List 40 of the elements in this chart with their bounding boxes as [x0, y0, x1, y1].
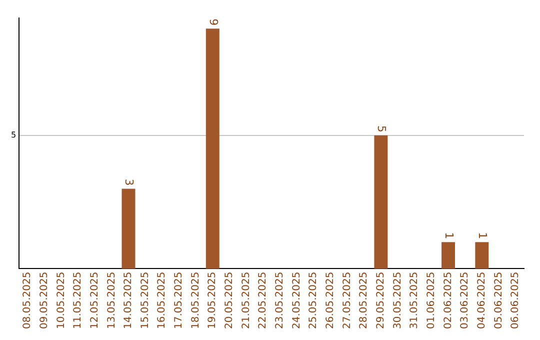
data-label: 9	[206, 18, 220, 26]
x-tick-label: 27.05.2025	[342, 272, 353, 330]
x-tick-label: 26.05.2025	[325, 272, 336, 330]
x-tick-label: 06.06.2025	[510, 272, 522, 330]
data-label: 5	[375, 125, 388, 132]
x-tick-label: 03.06.2025	[460, 272, 471, 330]
x-tick-label: 16.05.2025	[156, 272, 168, 330]
bar	[374, 135, 388, 269]
bar	[206, 28, 220, 269]
x-tick-label: 10.05.2025	[56, 272, 67, 330]
x-tick-label: 17.05.2025	[174, 272, 185, 330]
data-label: 1	[442, 232, 456, 240]
x-tick-label: 18.05.2025	[190, 272, 202, 330]
x-tick-label: 11.05.2025	[72, 272, 84, 330]
x-tick-label: 28.05.2025	[358, 272, 370, 330]
x-tick-label: 14.05.2025	[123, 272, 134, 330]
x-tick-label: 02.06.2025	[442, 272, 454, 330]
x-tick-label: 30.05.2025	[392, 272, 404, 330]
x-tick-label: 05.06.2025	[493, 272, 504, 330]
x-tick-label: 29.05.2025	[376, 272, 387, 330]
x-tick-label: 20.05.2025	[224, 272, 236, 330]
x-tick-label: 08.05.2025	[22, 272, 34, 330]
x-tick-label: 24.05.2025	[291, 272, 302, 330]
bar	[442, 242, 455, 269]
x-tick-label: 21.05.2025	[240, 272, 252, 330]
x-tick-label: 31.05.2025	[409, 272, 420, 330]
x-tick-label: 09.05.2025	[38, 272, 50, 330]
x-tick-label: 15.05.2025	[140, 272, 151, 330]
data-label: 1	[476, 232, 490, 240]
x-tick-label: 04.06.2025	[476, 272, 488, 330]
x-tick-label: 12.05.2025	[89, 272, 100, 330]
x-tick-label: 22.05.2025	[258, 272, 269, 330]
x-tick-label: 13.05.2025	[106, 272, 118, 330]
bar	[122, 188, 136, 269]
bar	[475, 242, 489, 269]
x-tick-label: 19.05.2025	[207, 272, 218, 330]
data-label: 3	[122, 178, 136, 186]
x-tick-label: 25.05.2025	[308, 272, 320, 330]
x-tick-label: 01.06.2025	[426, 272, 438, 330]
x-tick-label: 23.05.2025	[274, 272, 286, 330]
